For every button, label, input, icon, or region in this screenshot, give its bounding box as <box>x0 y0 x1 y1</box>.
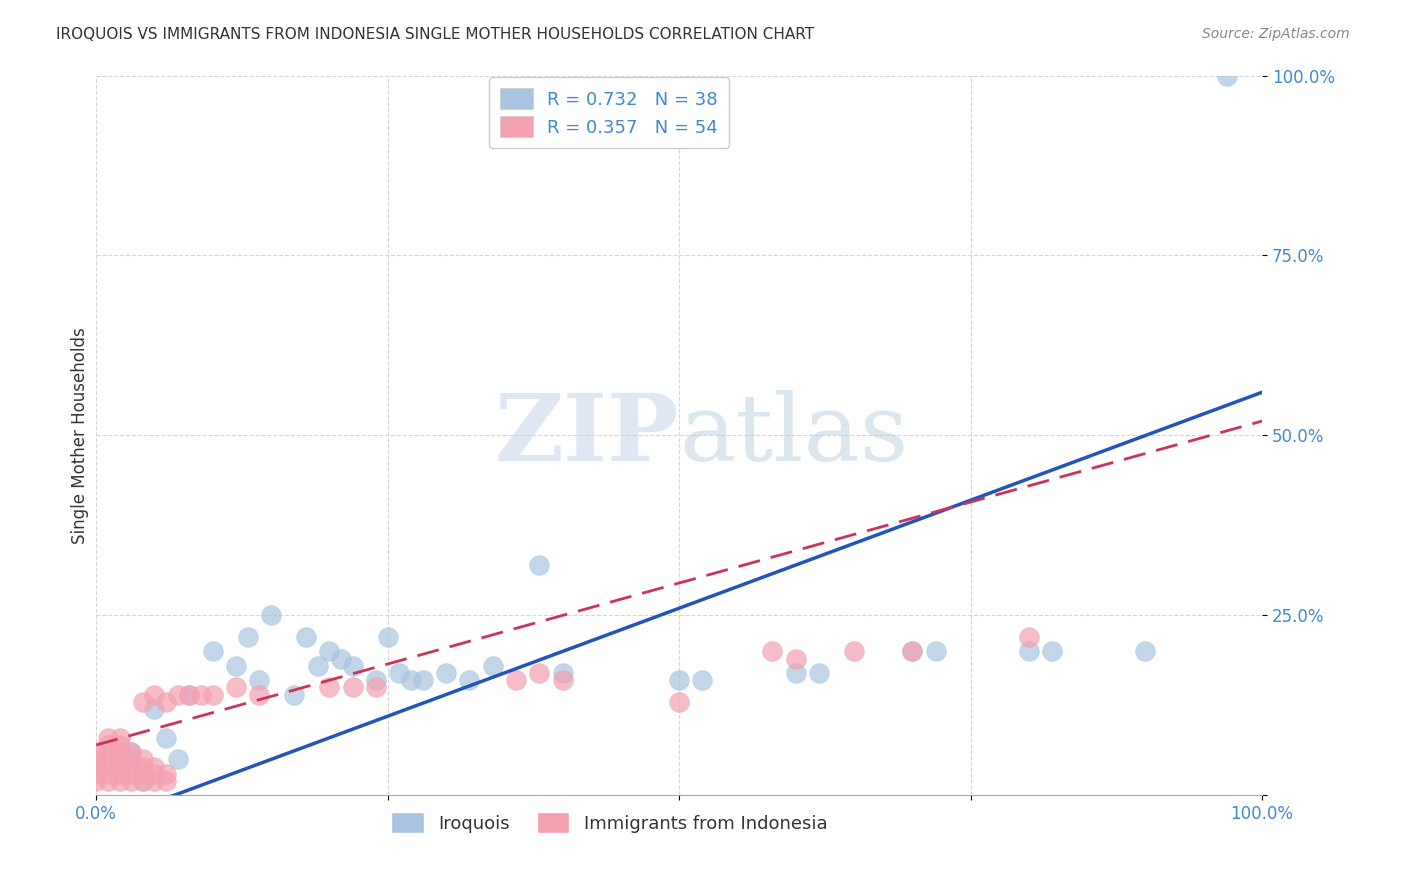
Point <box>692 673 714 688</box>
Point <box>458 673 481 688</box>
Point <box>143 702 166 716</box>
Point <box>84 759 107 773</box>
Point <box>155 766 177 780</box>
Point <box>377 630 399 644</box>
Point <box>551 666 574 681</box>
Point <box>1018 630 1040 644</box>
Point <box>108 774 131 789</box>
Point <box>120 745 142 759</box>
Point <box>247 673 270 688</box>
Point <box>236 630 259 644</box>
Text: Source: ZipAtlas.com: Source: ZipAtlas.com <box>1202 27 1350 41</box>
Point <box>364 681 387 695</box>
Point <box>201 644 224 658</box>
Point <box>318 644 340 658</box>
Point <box>132 766 155 780</box>
Point <box>842 644 865 658</box>
Point <box>108 766 131 780</box>
Point <box>529 558 551 572</box>
Point <box>108 759 131 773</box>
Point <box>399 673 422 688</box>
Point <box>785 651 807 665</box>
Point <box>143 759 166 773</box>
Point <box>201 688 224 702</box>
Point <box>247 688 270 702</box>
Point <box>434 666 457 681</box>
Point <box>108 731 131 745</box>
Point <box>132 759 155 773</box>
Point <box>901 644 924 658</box>
Point <box>668 673 690 688</box>
Point <box>120 759 142 773</box>
Point <box>1135 644 1157 658</box>
Point <box>155 695 177 709</box>
Point <box>225 681 247 695</box>
Point <box>97 731 120 745</box>
Point <box>1018 644 1040 658</box>
Legend: Iroquois, Immigrants from Indonesia: Iroquois, Immigrants from Indonesia <box>380 801 838 844</box>
Point <box>84 752 107 766</box>
Point <box>97 759 120 773</box>
Point <box>179 688 201 702</box>
Point <box>143 688 166 702</box>
Point <box>143 774 166 789</box>
Point <box>330 651 353 665</box>
Point <box>529 666 551 681</box>
Point <box>307 658 329 673</box>
Point <box>132 695 155 709</box>
Point <box>108 745 131 759</box>
Point <box>260 608 283 623</box>
Point <box>295 630 318 644</box>
Point <box>388 666 411 681</box>
Point <box>808 666 831 681</box>
Point <box>97 745 120 759</box>
Point <box>84 774 107 789</box>
Point <box>668 695 690 709</box>
Point <box>108 759 131 773</box>
Point <box>108 752 131 766</box>
Text: ZIP: ZIP <box>495 391 679 481</box>
Text: IROQUOIS VS IMMIGRANTS FROM INDONESIA SINGLE MOTHER HOUSEHOLDS CORRELATION CHART: IROQUOIS VS IMMIGRANTS FROM INDONESIA SI… <box>56 27 814 42</box>
Point <box>84 766 107 780</box>
Point <box>84 745 107 759</box>
Point <box>505 673 527 688</box>
Point <box>97 738 120 752</box>
Point <box>283 688 305 702</box>
Point <box>143 766 166 780</box>
Point <box>155 774 177 789</box>
Point <box>924 644 946 658</box>
Point <box>225 658 247 673</box>
Point <box>342 681 364 695</box>
Point <box>120 752 142 766</box>
Point <box>155 731 177 745</box>
Point <box>132 752 155 766</box>
Point <box>785 666 807 681</box>
Point <box>108 738 131 752</box>
Point <box>342 658 364 673</box>
Point <box>120 774 142 789</box>
Point <box>179 688 201 702</box>
Point <box>1216 69 1239 83</box>
Point <box>1040 644 1063 658</box>
Text: atlas: atlas <box>679 391 908 481</box>
Point <box>761 644 783 658</box>
Point <box>97 774 120 789</box>
Y-axis label: Single Mother Households: Single Mother Households <box>72 327 89 544</box>
Point <box>318 681 340 695</box>
Point <box>481 658 503 673</box>
Point <box>132 774 155 789</box>
Point <box>120 745 142 759</box>
Point <box>166 688 188 702</box>
Point <box>412 673 434 688</box>
Point <box>364 673 387 688</box>
Point <box>132 774 155 789</box>
Point <box>901 644 924 658</box>
Point <box>190 688 212 702</box>
Point <box>166 752 188 766</box>
Point <box>97 766 120 780</box>
Point <box>551 673 574 688</box>
Point <box>97 752 120 766</box>
Point <box>120 766 142 780</box>
